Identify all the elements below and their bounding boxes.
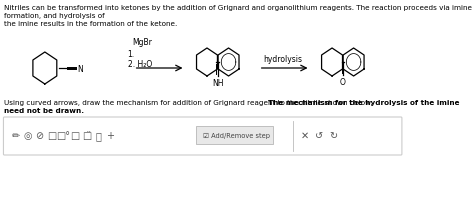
Text: O: O — [340, 78, 346, 87]
Text: NH: NH — [212, 79, 224, 88]
Text: hydrolysis: hydrolysis — [263, 55, 302, 64]
Text: ◎: ◎ — [23, 131, 32, 141]
Text: ☑ Add/Remove step: ☑ Add/Remove step — [203, 133, 270, 139]
FancyBboxPatch shape — [3, 117, 402, 155]
Text: □°: □° — [56, 131, 70, 141]
Text: □: □ — [71, 131, 80, 141]
Text: Nitriles can be transformed into ketones by the addition of Grignard and organol: Nitriles can be transformed into ketones… — [4, 5, 472, 27]
Text: 1.: 1. — [128, 50, 135, 59]
Text: ✏: ✏ — [11, 131, 19, 141]
Text: ↺: ↺ — [315, 131, 323, 141]
Text: Using curved arrows, draw the mechanism for addition of Grignard reagent to the : Using curved arrows, draw the mechanism … — [4, 100, 375, 106]
Text: need not be drawn.: need not be drawn. — [4, 108, 84, 114]
Text: ✕: ✕ — [301, 131, 309, 141]
Text: ⌒: ⌒ — [95, 131, 101, 141]
Text: □: □ — [47, 131, 56, 141]
Text: +: + — [106, 131, 114, 141]
Text: 2. H₂O: 2. H₂O — [128, 60, 152, 69]
Text: ⊘: ⊘ — [36, 131, 44, 141]
Text: N: N — [77, 65, 82, 74]
Bar — [196, 126, 273, 144]
Text: □̈: □̈ — [82, 131, 92, 141]
Text: MgBr: MgBr — [132, 38, 152, 47]
Text: The mechanism for the hydrolysis of the imine: The mechanism for the hydrolysis of the … — [268, 100, 460, 106]
Text: ↻: ↻ — [330, 131, 338, 141]
